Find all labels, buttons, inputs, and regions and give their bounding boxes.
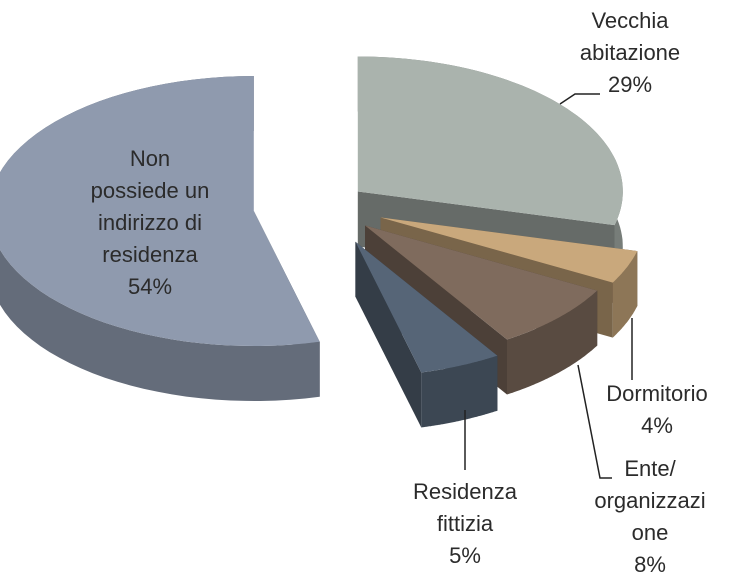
value-label: 8%	[634, 552, 666, 577]
category-label: organizzazi	[594, 488, 705, 513]
value-label: 54%	[128, 274, 172, 299]
slice-side	[355, 241, 422, 428]
category-label: Vecchia	[591, 8, 669, 33]
category-label: Non	[130, 146, 170, 171]
leader-line	[559, 93, 600, 105]
value-label: 5%	[449, 543, 481, 568]
category-label: one	[632, 520, 669, 545]
leader-line	[577, 364, 612, 479]
category-label: residenza	[102, 242, 198, 267]
category-label: abitazione	[580, 40, 680, 65]
labels: Vecchia abitazione 29% Dormitorio 4% Ente/org…	[91, 8, 708, 577]
category-label: indirizzo di	[98, 210, 202, 235]
value-label: 29%	[608, 72, 652, 97]
category-label: fittizia	[437, 511, 494, 536]
value-label: 4%	[641, 413, 673, 438]
category-label: Residenza	[413, 479, 518, 504]
slice-wall	[507, 290, 598, 395]
slice	[357, 56, 623, 226]
slice	[365, 225, 598, 340]
slice-wall	[612, 251, 638, 338]
slice	[380, 217, 638, 283]
slice	[0, 76, 320, 346]
pie	[0, 56, 638, 428]
category-label: Ente/	[624, 456, 676, 481]
category-label: Dormitorio	[606, 381, 707, 406]
category-label: possiede un	[91, 178, 210, 203]
slice	[355, 241, 498, 373]
slice-wall	[421, 355, 498, 428]
